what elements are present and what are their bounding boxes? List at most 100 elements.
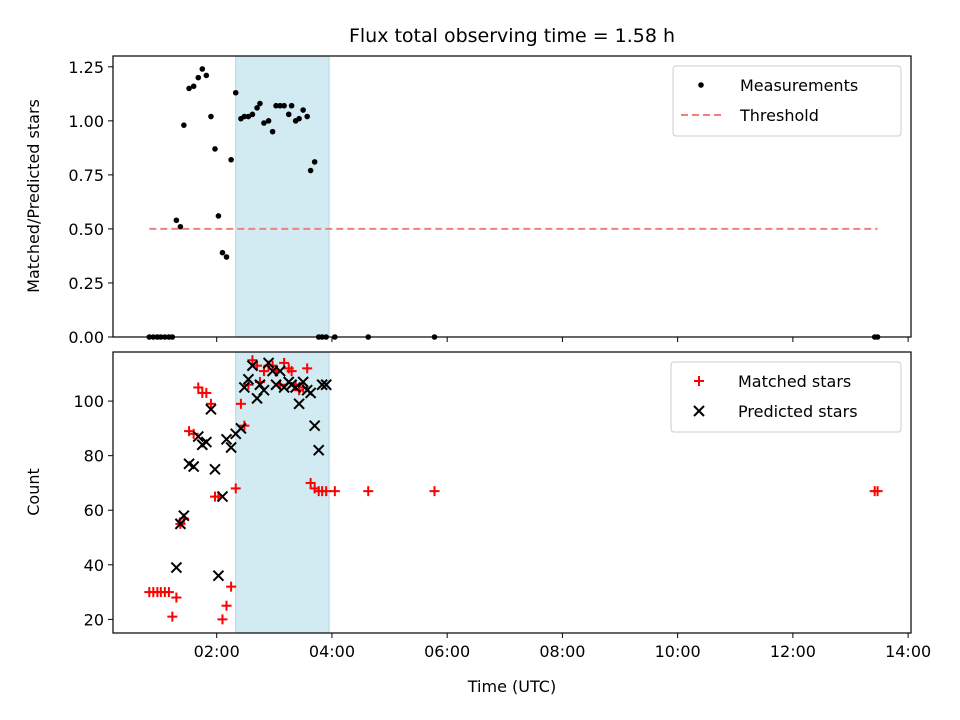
legend-box bbox=[670, 361, 902, 433]
predicted-star-stroke-b bbox=[200, 436, 213, 448]
legend: Matched stars Predicted stars bbox=[670, 361, 902, 433]
predicted-star-point bbox=[297, 376, 309, 388]
predicted-star-point bbox=[304, 387, 317, 399]
predicted-star-point bbox=[225, 441, 237, 454]
matched-star-point bbox=[321, 486, 332, 497]
predicted-star-stroke-b bbox=[293, 398, 305, 410]
matched-star-point bbox=[247, 355, 258, 366]
y-tick-label: 80 bbox=[84, 447, 104, 466]
matched-star-point bbox=[872, 486, 883, 497]
x-tick-label: 14:00 bbox=[885, 642, 931, 661]
predicted-star-stroke-b bbox=[320, 379, 332, 391]
predicted-star-stroke-b bbox=[216, 490, 229, 503]
y-tick-label: 1.25 bbox=[68, 58, 104, 77]
matched-star-point bbox=[171, 592, 182, 603]
matched-star-point bbox=[429, 486, 440, 497]
measurement-point bbox=[181, 122, 187, 128]
observing-window-shade bbox=[235, 55, 330, 338]
measurement-point bbox=[177, 223, 184, 230]
plot-frame bbox=[112, 55, 912, 338]
y-tick-label: 20 bbox=[84, 610, 104, 629]
predicted-star-point bbox=[242, 373, 255, 385]
y-tick-label: 40 bbox=[84, 556, 104, 575]
legend-label: Predicted stars bbox=[738, 402, 858, 421]
predicted-star-point bbox=[258, 384, 270, 396]
predicted-star-point bbox=[209, 463, 221, 476]
predicted-star-stroke-b bbox=[308, 419, 321, 432]
measurement-point bbox=[269, 128, 276, 135]
predicted-star-point bbox=[192, 430, 204, 443]
matched-star-point bbox=[193, 382, 204, 393]
measurement-point bbox=[281, 102, 287, 109]
matched-star-point bbox=[201, 387, 212, 398]
measurement-point bbox=[285, 111, 292, 118]
legend-measurement-swatch bbox=[698, 82, 704, 88]
predicted-star-stroke-b bbox=[262, 357, 275, 369]
measurement-point bbox=[190, 83, 197, 90]
predicted-star-stroke-b bbox=[316, 379, 328, 391]
predicted-star-stroke-b bbox=[312, 444, 325, 456]
predicted-star-point bbox=[220, 433, 233, 446]
legend-predicted-swatch-b bbox=[693, 405, 705, 417]
measurement-point bbox=[241, 113, 248, 120]
predicted-star-stroke-b bbox=[205, 403, 217, 415]
matched-star-point bbox=[302, 363, 313, 374]
predicted-star-point bbox=[254, 379, 266, 391]
y-tick-label: 0.75 bbox=[68, 166, 104, 185]
predicted-star-stroke-b bbox=[274, 365, 286, 377]
legend-label: Matched stars bbox=[738, 372, 851, 391]
predicted-star-stroke-b bbox=[187, 460, 200, 473]
predicted-star-stroke-b bbox=[178, 509, 190, 522]
measurement-point bbox=[300, 107, 306, 113]
measurement-point bbox=[265, 118, 272, 124]
predicted-star-point bbox=[200, 436, 213, 448]
star-count-panel: 02:00 04:00 06:00 08:00 10:00 12:00 14:00 20 40 6… bbox=[73, 351, 931, 661]
bottom-y-axis-label: Count bbox=[24, 468, 43, 516]
predicted-star-point bbox=[187, 460, 200, 473]
y-tick-label: 0.25 bbox=[68, 274, 104, 293]
y-tick-label: 0.00 bbox=[68, 328, 104, 347]
measurement-point bbox=[273, 102, 279, 109]
predicted-star-stroke-b bbox=[170, 561, 183, 574]
predicted-star-stroke-b bbox=[220, 433, 233, 446]
measurement-point bbox=[228, 156, 234, 163]
legend-label: Measurements bbox=[740, 76, 858, 95]
predicted-star-point bbox=[320, 379, 332, 391]
matched-star-point bbox=[363, 486, 374, 497]
predicted-star-stroke-b bbox=[289, 381, 302, 394]
matched-star-point bbox=[221, 600, 232, 611]
predicted-star-point bbox=[293, 398, 305, 410]
measurement-point bbox=[186, 85, 192, 92]
predicted-star-point bbox=[274, 365, 286, 377]
plot-frame bbox=[112, 351, 912, 634]
matched-star-point bbox=[163, 587, 174, 598]
predicted-star-stroke-b bbox=[270, 379, 282, 391]
predicted-star-point bbox=[289, 381, 302, 394]
predicted-star-stroke-b bbox=[235, 422, 247, 435]
measurement-point bbox=[249, 111, 256, 118]
measurement-point bbox=[311, 159, 318, 165]
measurement-point bbox=[199, 66, 206, 72]
measurement-point bbox=[257, 100, 263, 107]
measurement-point bbox=[304, 113, 310, 120]
matched-star-point bbox=[305, 477, 316, 488]
top-chart-title: Flux total observing time = 1.58 h bbox=[349, 25, 675, 47]
legend-label: Threshold bbox=[739, 106, 819, 125]
predicted-star-stroke-b bbox=[304, 387, 317, 399]
measurement-point bbox=[277, 102, 283, 109]
top-y-axis-label: Matched/Predicted stars bbox=[24, 99, 43, 293]
measurement-point bbox=[195, 74, 202, 81]
y-tick-label: 0.50 bbox=[68, 220, 104, 239]
observing-window-shade bbox=[235, 351, 330, 634]
measurement-point bbox=[254, 105, 260, 111]
measurement-point bbox=[261, 120, 267, 126]
matched-star-point bbox=[235, 398, 246, 409]
x-tick-label: 10:00 bbox=[655, 642, 701, 661]
x-tick-label: 12:00 bbox=[770, 642, 816, 661]
matched-star-point bbox=[188, 428, 199, 439]
predicted-star-point bbox=[174, 518, 187, 530]
y-tick-label: 1.00 bbox=[68, 112, 104, 131]
predicted-star-point bbox=[216, 490, 229, 503]
x-tick-label: 08:00 bbox=[539, 642, 585, 661]
